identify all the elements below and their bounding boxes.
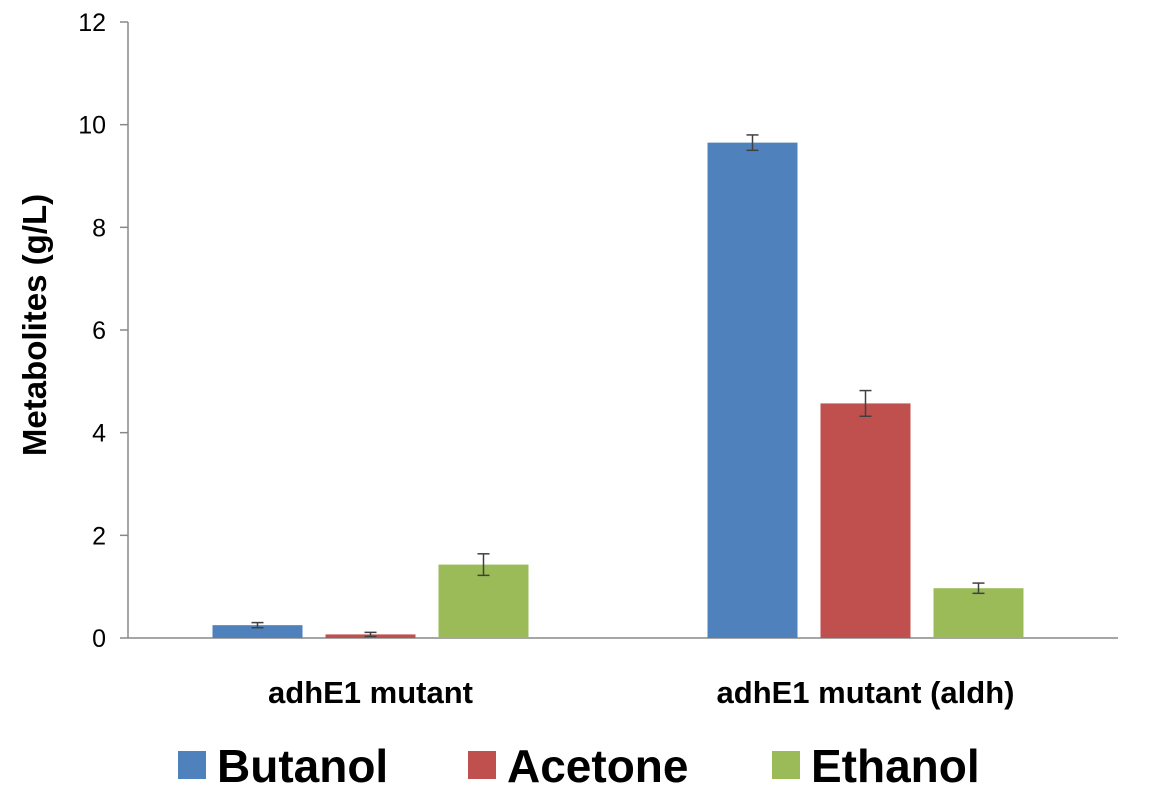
bar-ethanol <box>933 588 1024 638</box>
bar-butanol <box>707 142 798 638</box>
category-labels: adhE1 mutant adhE1 mutant (aldh) <box>268 675 1014 710</box>
y-tick-label: 4 <box>92 420 106 448</box>
chart-legend: Butanol Acetone Ethanol <box>178 740 980 791</box>
y-tick-label: 12 <box>78 9 106 37</box>
legend-label-butanol: Butanol <box>217 740 388 791</box>
y-tick-label: 8 <box>92 214 106 242</box>
y-tick-label: 10 <box>78 112 106 140</box>
y-ticks: 0 2 4 6 8 10 12 <box>78 9 128 653</box>
chart-axes <box>127 22 1118 639</box>
error-bars-group <box>251 134 985 638</box>
bar-ethanol <box>438 564 529 638</box>
y-axis-label: Metabolites (g/L) <box>16 194 53 456</box>
legend-swatch-acetone <box>468 751 496 779</box>
y-tick-label: 0 <box>92 625 106 653</box>
legend-swatch-ethanol <box>772 751 800 779</box>
legend-swatch-butanol <box>178 751 206 779</box>
legend-label-acetone: Acetone <box>507 740 688 791</box>
legend-label-ethanol: Ethanol <box>811 740 980 791</box>
y-tick-label: 2 <box>92 522 106 550</box>
bar-butanol <box>212 625 303 638</box>
category-label: adhE1 mutant (aldh) <box>717 675 1015 710</box>
category-label: adhE1 mutant <box>268 675 473 710</box>
bars-group <box>212 142 1024 638</box>
bar-acetone <box>820 403 911 638</box>
y-tick-label: 6 <box>92 317 106 345</box>
